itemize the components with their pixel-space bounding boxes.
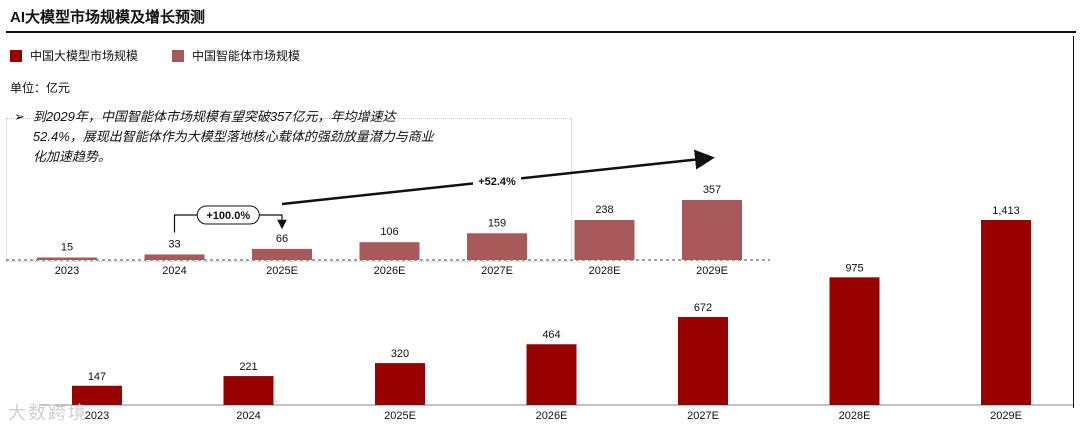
llm-bar-2023 bbox=[72, 385, 122, 405]
agent-bar-2027E bbox=[467, 233, 527, 260]
llm-value-label-2027E: 672 bbox=[694, 302, 712, 314]
llm-value-label-2024: 221 bbox=[239, 361, 257, 373]
cagr-label-bg bbox=[473, 173, 521, 189]
agent-value-label-2027E: 159 bbox=[488, 217, 506, 229]
growth-label-2024-2025: +100.0% bbox=[206, 210, 250, 222]
llm-tick-label-2023: 2023 bbox=[85, 410, 109, 422]
agent-value-label-2029E: 357 bbox=[703, 184, 721, 196]
cagr-label: +52.4% bbox=[478, 176, 516, 188]
agent-bar-2025E bbox=[252, 248, 312, 260]
llm-bar-2024 bbox=[223, 376, 274, 405]
agent-bar-2024 bbox=[144, 254, 205, 260]
llm-tick-label-2029E: 2029E bbox=[990, 410, 1022, 422]
note-bullet-icon: ➢ bbox=[14, 109, 25, 124]
llm-tick-label-2027E: 2027E bbox=[687, 410, 719, 422]
legend-label-llm: 中国大模型市场规模 bbox=[30, 49, 139, 63]
agent-bar-2026E bbox=[359, 242, 420, 260]
legend-label-agent: 中国智能体市场规模 bbox=[192, 49, 301, 63]
llm-value-label-2026E: 464 bbox=[542, 329, 560, 341]
agent-bar-2029E bbox=[682, 200, 742, 260]
llm-tick-label-2028E: 2028E bbox=[839, 410, 871, 422]
agent-tick-label-2023: 2023 bbox=[55, 265, 79, 277]
watermark: 大数跨境 bbox=[8, 403, 88, 423]
llm-bar-2027E bbox=[678, 317, 728, 405]
note: ➢ 到2029年，中国智能体市场规模有望突破357亿元，年均增速达52.4%，展… bbox=[14, 107, 444, 167]
llm-tick-label-2025E: 2025E bbox=[384, 410, 416, 422]
agent-tick-label-2026E: 2026E bbox=[374, 265, 406, 277]
note-text: 到2029年，中国智能体市场规模有望突破357亿元，年均增速达52.4%，展现出… bbox=[32, 109, 434, 164]
legend-item-llm: 中国大模型市场规模 bbox=[10, 47, 138, 64]
legend-item-agent: 中国智能体市场规模 bbox=[172, 47, 300, 64]
agent-value-label-2026E: 106 bbox=[380, 226, 398, 238]
agent-tick-label-2027E: 2027E bbox=[481, 265, 513, 277]
agent-tick-label-2024: 2024 bbox=[162, 265, 186, 277]
agent-value-label-2023: 15 bbox=[61, 241, 73, 253]
llm-bar-2026E bbox=[526, 344, 577, 405]
llm-tick-label-2026E: 2026E bbox=[536, 410, 568, 422]
right-border bbox=[1073, 36, 1074, 408]
agent-tick-label-2028E: 2028E bbox=[589, 265, 621, 277]
llm-value-label-2029E: 1,413 bbox=[992, 205, 1020, 217]
page-title: AI大模型市场规模及增长预测 bbox=[10, 9, 206, 26]
agent-tick-label-2025E: 2025E bbox=[266, 265, 298, 277]
agent-tick-label-2029E: 2029E bbox=[696, 265, 728, 277]
agent-value-label-2028E: 238 bbox=[595, 204, 613, 216]
agent-bar-2023 bbox=[37, 257, 97, 260]
unit-label: 单位：亿元 bbox=[10, 81, 71, 95]
llm-value-label-2025E: 320 bbox=[391, 348, 409, 360]
llm-value-label-2023: 147 bbox=[88, 371, 106, 383]
growth-badge-2024-2025 bbox=[196, 205, 260, 225]
llm-bar-2025E bbox=[375, 363, 425, 405]
llm-bar-2029E bbox=[981, 220, 1031, 405]
legend-swatch-agent bbox=[172, 49, 185, 62]
legend: 中国大模型市场规模 中国智能体市场规模 bbox=[10, 47, 334, 64]
title-divider bbox=[6, 31, 1076, 33]
llm-tick-label-2024: 2024 bbox=[236, 410, 260, 422]
llm-bar-2028E bbox=[829, 277, 880, 405]
legend-swatch-llm bbox=[10, 49, 22, 62]
note-box bbox=[6, 118, 572, 262]
agent-value-label-2025E: 66 bbox=[276, 233, 288, 245]
agent-value-label-2024: 33 bbox=[168, 238, 180, 250]
llm-value-label-2028E: 975 bbox=[845, 262, 863, 274]
agent-bar-2028E bbox=[574, 220, 635, 260]
